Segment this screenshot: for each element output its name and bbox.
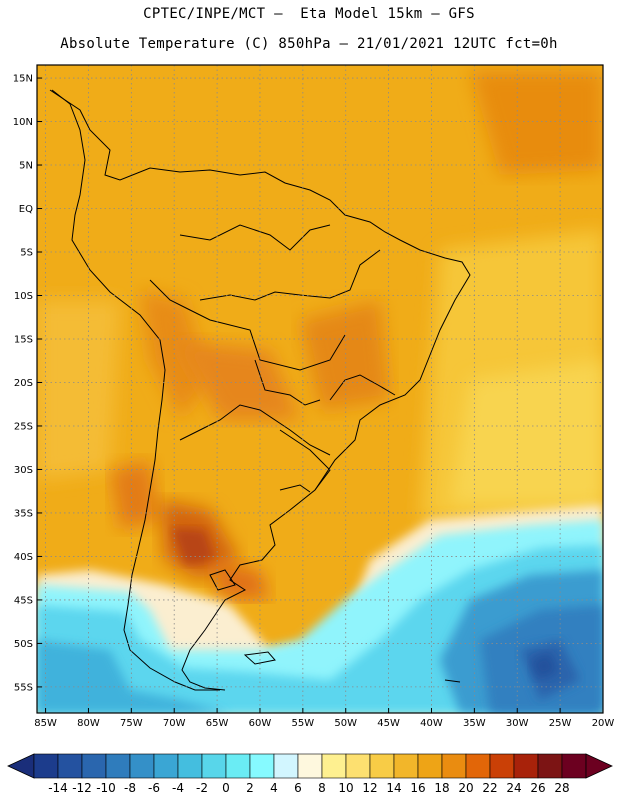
axis-ticks: 85W 80W 75W 70W 65W 60W 55W 50W 45W 40W 35W 30W 25W 2… (13, 74, 615, 729)
lat-label: 50S (14, 639, 33, 650)
lat-label: 5S (20, 248, 33, 259)
colorbar-swatch (177, 753, 203, 779)
colorbar-swatch (129, 753, 155, 779)
lon-label: 40W (420, 718, 443, 729)
colorbar-swatch (225, 753, 251, 779)
colorbar-swatch (441, 753, 467, 779)
lat-label: 5N (19, 161, 33, 172)
lon-label: 70W (163, 718, 186, 729)
colorbar-swatch (297, 753, 323, 779)
colorbar-swatch (153, 753, 179, 779)
colorbar-label: 20 (458, 781, 473, 795)
colorbar-under-arrow (7, 753, 35, 779)
colorbar-label: -4 (172, 781, 184, 795)
colorbar-label: 6 (294, 781, 302, 795)
coastline (49, 89, 471, 691)
lon-label: 20W (592, 718, 615, 729)
colorbar-swatch (489, 753, 515, 779)
lon-label: 60W (249, 718, 272, 729)
colorbar-label: 18 (434, 781, 449, 795)
lon-label: 45W (377, 718, 400, 729)
colorbar-label: 4 (270, 781, 278, 795)
lon-label: 85W (34, 718, 57, 729)
colorbar-label: 12 (362, 781, 377, 795)
colorbar-label: 2 (246, 781, 254, 795)
colorbar-label: 26 (530, 781, 545, 795)
lon-label: 80W (77, 718, 100, 729)
colorbar-label: -6 (148, 781, 160, 795)
chart-title-line-1: CPTEC/INPE/MCT – Eta Model 15km – GFS (143, 6, 475, 22)
colorbar-swatch (537, 753, 563, 779)
lon-label: 30W (506, 718, 529, 729)
lat-label: 40S (14, 552, 33, 563)
lat-label: 25S (14, 421, 33, 432)
lat-label: 15S (14, 334, 33, 345)
colorbar-label: 8 (318, 781, 326, 795)
lon-label: 25W (549, 718, 572, 729)
lat-label: 30S (14, 465, 33, 476)
lon-label: 75W (120, 718, 143, 729)
colorbar-swatch (33, 753, 59, 779)
lat-label: 10N (13, 117, 33, 128)
lat-label: 45S (14, 595, 33, 606)
colorbar-swatch (201, 753, 227, 779)
colorbar-label: 10 (338, 781, 353, 795)
lat-label: 10S (14, 291, 33, 302)
colorbar-swatch (273, 753, 299, 779)
lat-label: 15N (13, 74, 33, 85)
colorbar-swatch (321, 753, 347, 779)
colorbar-swatch (561, 753, 587, 779)
colorbar-swatch (345, 753, 371, 779)
colorbar-swatch (369, 753, 395, 779)
colorbar-label: -12 (72, 781, 92, 795)
colorbar-swatch (513, 753, 539, 779)
lon-label: 35W (463, 718, 486, 729)
colorbar-swatch (57, 753, 83, 779)
lat-label: 20S (14, 378, 33, 389)
colorbar-swatch (465, 753, 491, 779)
colorbar-label: 16 (410, 781, 425, 795)
lat-label: 35S (14, 508, 33, 519)
colorbar-over-arrow (585, 753, 613, 779)
lon-label: 50W (334, 718, 357, 729)
chart-title-line-2: Absolute Temperature (C) 850hPa – 21/01/… (60, 36, 558, 52)
colorbar-label: 22 (482, 781, 497, 795)
colorbar-swatch (105, 753, 131, 779)
colorbar-label: -14 (48, 781, 68, 795)
lon-label: 65W (206, 718, 229, 729)
lat-label: EQ (19, 204, 33, 215)
colorbar-label: 24 (506, 781, 521, 795)
colorbar-swatch (393, 753, 419, 779)
colorbar-label: 14 (386, 781, 401, 795)
colorbar-label: -10 (96, 781, 116, 795)
colorbar-label: -8 (124, 781, 136, 795)
lat-label: 55S (14, 682, 33, 693)
map-frame (36, 64, 604, 714)
colorbar-label: 0 (222, 781, 230, 795)
colorbar-label: -2 (196, 781, 208, 795)
colorbar-label: 28 (554, 781, 569, 795)
gridlines (37, 65, 603, 713)
lon-label: 55W (292, 718, 315, 729)
colorbar-swatch (249, 753, 275, 779)
colorbar-swatch (81, 753, 107, 779)
colorbar-swatch (417, 753, 443, 779)
